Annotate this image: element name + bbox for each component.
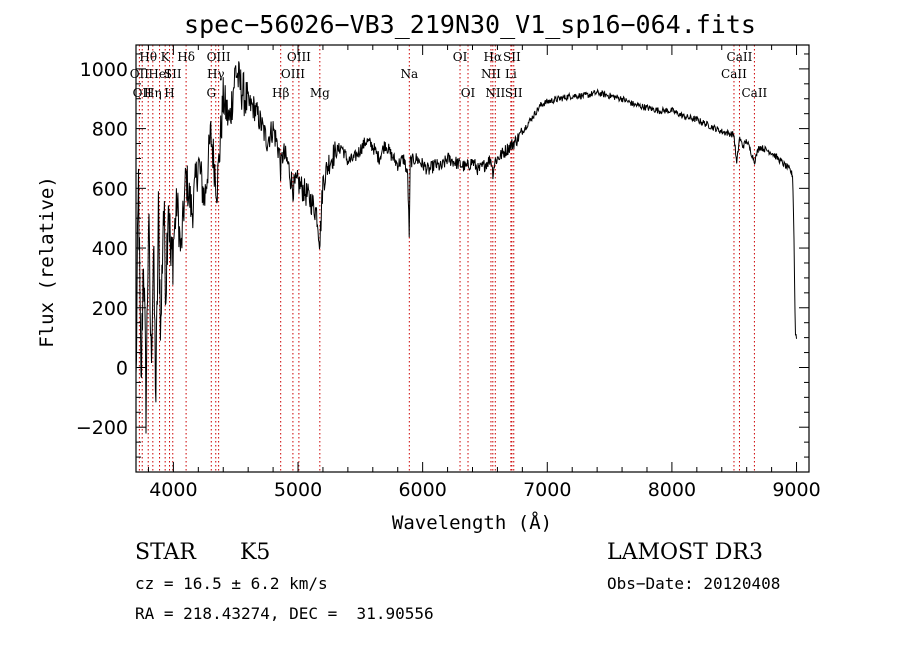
spectrum-line <box>135 61 797 434</box>
line-marker-label-15: Mg <box>310 86 330 100</box>
y-axis-ticks: −200 0 200 400 600 800 1000 <box>76 53 809 458</box>
x-tick-label-3: 7000 <box>523 479 571 501</box>
line-marker-label-5: K <box>161 50 171 64</box>
object-class: STAR <box>135 540 196 565</box>
y-tick-label-6: 1000 <box>80 59 128 81</box>
line-marker-label-11: OIII <box>207 50 231 64</box>
line-marker-label-13: OIII <box>281 67 305 81</box>
line-marker-label-19: NII <box>481 67 501 81</box>
x-tick-label-2: 6000 <box>398 479 446 501</box>
y-axis-label: Flux (relative) <box>36 176 58 348</box>
line-marker-label-17: OI <box>453 50 468 64</box>
chart-title: spec−56026−VB3_219N30_V1_sp16−064.fits <box>184 10 756 39</box>
line-marker-label-0: OII <box>130 67 150 81</box>
y-tick-label-4: 600 <box>92 178 128 200</box>
plot-frame <box>135 44 810 473</box>
line-marker-label-1: OII <box>133 86 153 100</box>
x-tick-label-4: 8000 <box>648 479 696 501</box>
y-tick-label-2: 200 <box>92 298 128 320</box>
object-subclass: K5 <box>240 540 271 565</box>
y-tick-label-3: 400 <box>92 238 128 260</box>
line-marker-label-6: H <box>164 86 174 100</box>
y-tick-label-1: 0 <box>116 357 128 379</box>
y-tick-label-0: −200 <box>76 417 128 439</box>
line-marker-label-4: HeI <box>148 67 171 81</box>
line-marker-label-23: SII <box>503 50 521 64</box>
line-marker-label-2: Hθ <box>139 50 157 64</box>
x-tick-label-5: 9000 <box>772 479 820 501</box>
line-marker-labels: OII OII Hθ Hη HeI K H SII Hδ G Hγ OIII Hβ OIII OIII Mg N… <box>130 50 768 100</box>
spectrum-series <box>135 61 797 434</box>
survey-name: LAMOST DR3 <box>607 540 763 565</box>
line-marker-label-3: Hη <box>144 86 162 100</box>
line-marker-label-24: SII <box>505 86 523 100</box>
x-tick-label-0: 4000 <box>149 479 197 501</box>
line-marker-label-26: CaII <box>727 50 753 64</box>
line-marker-label-22: Li <box>505 67 517 81</box>
line-marker-label-9: G <box>206 86 216 100</box>
observation-date: Obs−Date: 20120408 <box>607 574 781 593</box>
line-marker-label-14: OIII <box>287 50 311 64</box>
line-marker-label-12: Hβ <box>272 86 289 100</box>
line-marker-label-18: OI <box>461 86 476 100</box>
x-tick-label-1: 5000 <box>274 479 322 501</box>
x-axis-label: Wavelength (Å) <box>392 511 552 534</box>
line-marker-label-27: CaII <box>741 86 767 100</box>
line-marker-label-16: Na <box>400 67 418 81</box>
line-marker-label-20: Hα <box>484 50 503 64</box>
line-marker-label-25: CaII <box>721 67 747 81</box>
redshift-velocity: cz = 16.5 ± 6.2 km/s <box>135 574 328 593</box>
line-marker-label-10: Hγ <box>207 67 225 81</box>
line-marker-label-7: SII <box>164 67 182 81</box>
x-axis-ticks: 4000 5000 6000 7000 8000 9000 <box>147 45 821 501</box>
line-marker-label-21: NII <box>485 86 505 100</box>
sky-coordinates: RA = 218.43274, DEC = 31.90556 <box>135 604 434 623</box>
y-tick-label-5: 800 <box>92 119 128 141</box>
line-marker-label-8: Hδ <box>177 50 195 64</box>
